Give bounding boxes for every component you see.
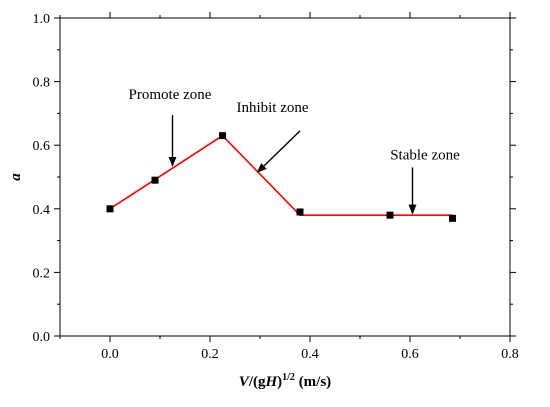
data-point bbox=[386, 211, 394, 219]
x-tick-label: 0.2 bbox=[201, 347, 219, 362]
annotation-layer: Promote zone Inhibit zone Stable zone bbox=[129, 87, 460, 215]
y-axis-title: a bbox=[8, 173, 24, 181]
data-point bbox=[219, 132, 226, 140]
plot-frame bbox=[59, 17, 511, 337]
data-point bbox=[106, 205, 114, 213]
data-point bbox=[296, 208, 304, 216]
y-tick-label: 0.8 bbox=[33, 76, 51, 91]
x-tick-label: 0.4 bbox=[301, 347, 319, 362]
x-tick-label: 0.6 bbox=[401, 347, 419, 362]
annotation-label: Promote zone bbox=[129, 87, 212, 103]
y-tick-label: 1.0 bbox=[33, 12, 51, 27]
data-point bbox=[151, 176, 159, 184]
annotation-label: Inhibit zone bbox=[236, 100, 308, 116]
data-point bbox=[449, 214, 456, 222]
y-tick-label: 0.6 bbox=[33, 139, 51, 154]
annotation-label: Stable zone bbox=[390, 148, 460, 164]
annotation-arrow bbox=[256, 130, 301, 173]
x-axis-title: V/(gH)1/2 (m/s) bbox=[239, 372, 331, 390]
axis-ticks bbox=[54, 12, 516, 342]
x-tick-label: 0.8 bbox=[501, 347, 519, 362]
y-tick-label: 0.2 bbox=[33, 266, 51, 281]
fit-line bbox=[109, 134, 453, 216]
tick-labels: 0.0 0.2 0.4 0.6 0.8 0.0 0.2 0.4 0.6 0.8 1.0 bbox=[33, 12, 519, 362]
y-tick-label: 0.4 bbox=[33, 203, 51, 218]
x-tick-label: 0.0 bbox=[101, 347, 119, 362]
series-layer bbox=[106, 132, 456, 222]
y-tick-label: 0.0 bbox=[33, 330, 51, 345]
